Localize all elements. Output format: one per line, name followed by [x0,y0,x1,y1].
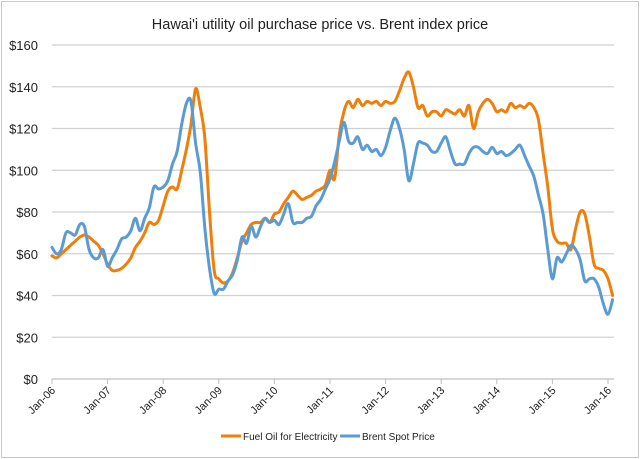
series-line-fuel-oil [50,70,615,297]
x-tick-label: Jan-07 [81,385,113,417]
y-tick-label: $120 [9,122,38,137]
y-tick-label: $60 [16,247,38,262]
series-line-brent [50,96,615,316]
y-tick-label: $40 [16,289,38,304]
x-tick-label: Jan-15 [526,385,558,417]
x-tick-label: Jan-06 [26,385,58,417]
legend-item: Brent Spot Price [340,432,435,443]
y-tick-label: $20 [16,330,38,345]
y-tick-label: $0 [24,372,38,387]
x-tick-label: Jan-08 [137,385,169,417]
y-tick-label: $140 [9,80,38,95]
x-tick-label: Jan-12 [359,385,391,417]
chart-title: Hawai'i utility oil purchase price vs. B… [152,17,488,33]
x-tick-label: Jan-16 [582,385,614,417]
legend-item: Fuel Oil for Electricity [221,432,337,443]
x-tick-label: Jan-10 [248,385,280,417]
legend: Fuel Oil for Electricity Brent Spot Price [221,432,435,443]
y-tick-label: $100 [9,163,38,178]
y-tick-label: $160 [9,38,38,53]
legend-label: Brent Spot Price [362,432,435,443]
y-tick-label: $80 [16,205,38,220]
x-tick-label: Jan-13 [415,385,447,417]
x-tick-label: Jan-09 [193,385,225,417]
legend-label: Fuel Oil for Electricity [243,432,337,443]
x-tick-label: Jan-11 [304,385,336,417]
x-tick-label: Jan-14 [471,385,503,417]
